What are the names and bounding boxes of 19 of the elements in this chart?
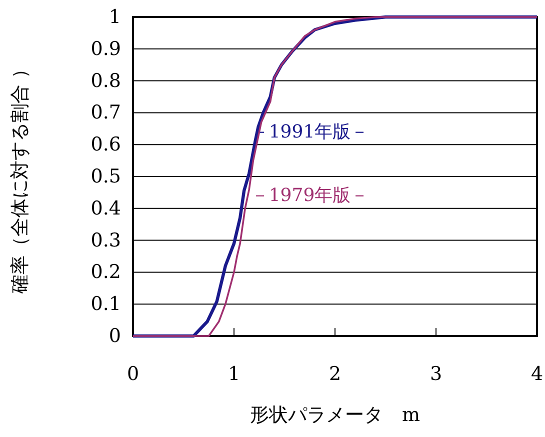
y-tick-label: 0.6 <box>90 134 121 156</box>
y-tick-label: 0.5 <box>90 166 121 188</box>
series-label: －1979年版－ <box>250 185 369 206</box>
y-tick-label: 0.1 <box>90 293 121 316</box>
x-tick-label: 3 <box>430 363 442 385</box>
x-axis-title: 形状パラメータ m <box>250 404 420 426</box>
x-tick-label: 4 <box>530 363 544 385</box>
x-tick-label: 2 <box>328 363 342 385</box>
y-tick-label: 0.9 <box>90 38 121 60</box>
y-tick-label: 1 <box>108 6 121 28</box>
y-axis-title: 確率（全体に対する割合 ） <box>9 59 31 295</box>
y-tick-label: 0.8 <box>90 70 121 92</box>
y-tick-label: 0.3 <box>90 229 121 252</box>
y-tick-label: 0.7 <box>90 102 121 124</box>
y-tick-label: 0 <box>108 325 121 347</box>
x-tick-label: 0 <box>126 363 140 385</box>
y-tick-label: 0.4 <box>90 197 121 220</box>
x-tick-label: 1 <box>228 363 240 385</box>
y-tick-label: 0.2 <box>90 261 121 284</box>
